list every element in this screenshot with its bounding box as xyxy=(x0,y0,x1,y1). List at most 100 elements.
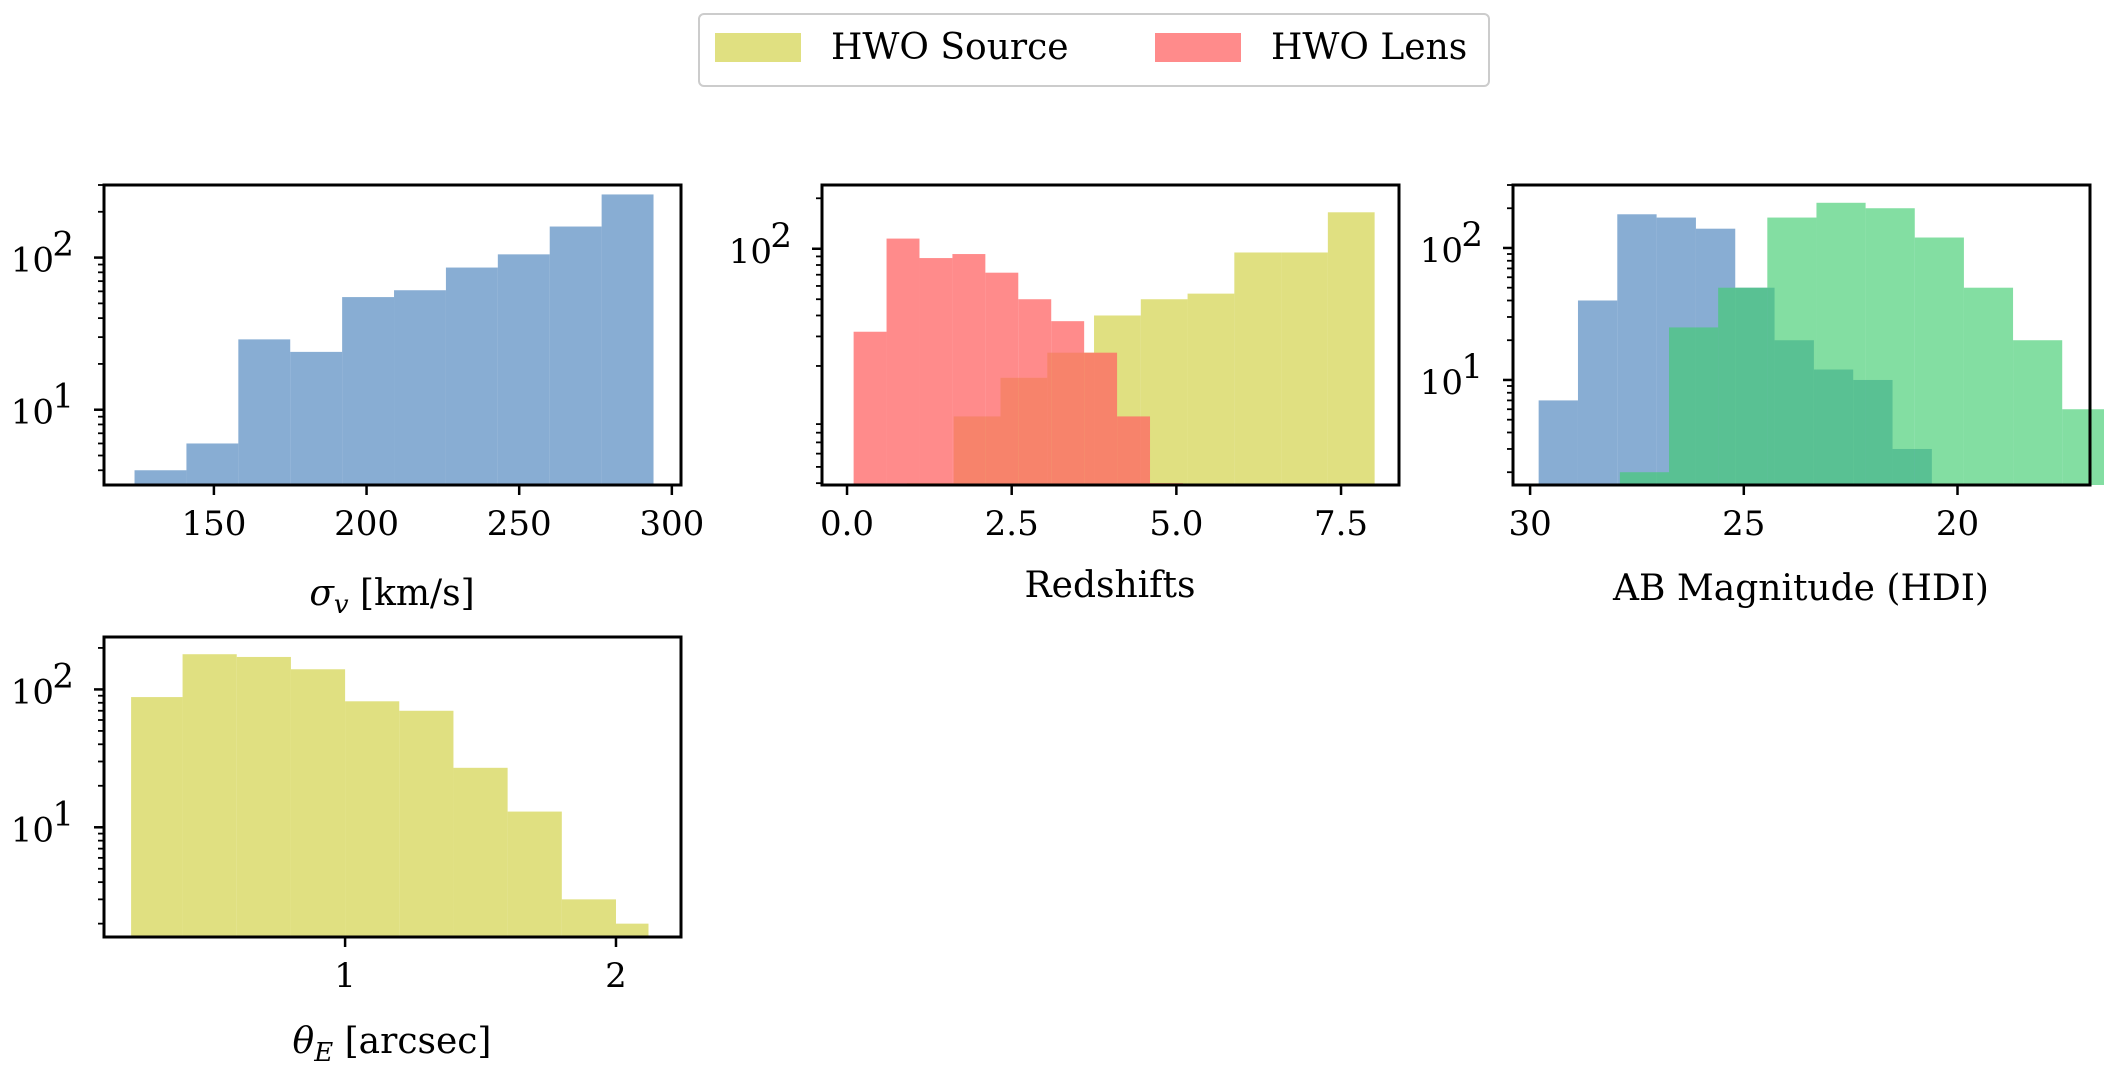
bar-theta-s0-0 xyxy=(131,697,183,937)
bar-theta-s0-9 xyxy=(615,923,649,937)
panel-redshift-xlabel: Redshifts xyxy=(1025,565,1196,606)
bar-magnitude-s1-4 xyxy=(1816,202,1866,485)
bar-theta-s0-8 xyxy=(561,899,616,937)
xtick-label-magnitude-1: 25 xyxy=(1722,504,1765,544)
ytick-exp-theta-1: 2 xyxy=(52,656,74,696)
bar-magnitude-s0-1 xyxy=(1577,300,1618,485)
bar-theta-s0-5 xyxy=(399,710,454,937)
bar-sigma-s0-2 xyxy=(238,339,291,485)
ytick-exp-sigma-0: 1 xyxy=(52,377,74,417)
legend-label-source: HWO Source xyxy=(831,27,1069,68)
bar-theta-s0-6 xyxy=(453,767,508,937)
bar-sigma-s0-7 xyxy=(497,254,550,485)
ytick-label-magnitude-1: 10 xyxy=(1420,231,1463,271)
bar-magnitude-s1-2 xyxy=(1718,287,1768,485)
bar-redshift-s1-1 xyxy=(886,238,920,485)
bar-magnitude-s0-0 xyxy=(1538,400,1578,485)
bar-magnitude-s1-5 xyxy=(1865,208,1915,486)
xtick-label-theta-1: 2 xyxy=(605,956,627,996)
bar-redshift-s1-0 xyxy=(853,331,887,485)
legend-label-lens: HWO Lens xyxy=(1271,27,1467,68)
xtick-label-magnitude-0: 30 xyxy=(1508,504,1551,544)
ytick-label-theta-1: 10 xyxy=(11,672,54,712)
bar-magnitude-s1-9 xyxy=(2062,409,2104,485)
ytick-exp-theta-0: 1 xyxy=(52,794,74,834)
bar-redshift-s1-5 xyxy=(1018,299,1052,485)
bar-theta-s0-4 xyxy=(345,701,400,937)
ytick-label-redshift-0: 10 xyxy=(729,232,772,272)
xtick-label-sigma-3: 300 xyxy=(639,504,704,544)
panel-sigma-v-xlabel: σv [km/s] xyxy=(309,573,474,620)
ytick-label-theta-0: 10 xyxy=(11,810,54,850)
bar-magnitude-s1-7 xyxy=(1963,287,2014,485)
xtick-label-magnitude-2: 20 xyxy=(1936,504,1979,544)
ytick-label-magnitude-0: 10 xyxy=(1420,363,1463,403)
bar-redshift-s0-7 xyxy=(1234,252,1282,485)
panel-theta-e-bars xyxy=(131,654,649,937)
bar-sigma-s0-5 xyxy=(394,290,446,485)
bar-redshift-s1-4 xyxy=(985,272,1019,485)
bar-sigma-s0-4 xyxy=(342,297,395,485)
bar-theta-s0-1 xyxy=(182,654,237,937)
bar-redshift-s1-8 xyxy=(1117,416,1151,485)
xtick-label-theta-0: 1 xyxy=(334,956,356,996)
bar-theta-s0-2 xyxy=(236,656,291,937)
panel-sigma-v-frame xyxy=(102,183,683,487)
xtick-label-sigma-1: 200 xyxy=(334,504,399,544)
xtick-label-sigma-0: 150 xyxy=(181,504,246,544)
bar-magnitude-s1-0 xyxy=(1619,472,1669,485)
bar-redshift-s1-2 xyxy=(919,258,953,485)
bar-magnitude-s1-3 xyxy=(1767,217,1817,485)
panel-magnitude-xlabel: AB Magnitude (HDI) xyxy=(1612,568,1989,609)
ytick-label-sigma-1: 10 xyxy=(11,241,54,281)
bar-redshift-s0-6 xyxy=(1187,293,1235,485)
bar-redshift-s1-7 xyxy=(1084,352,1118,485)
panel-theta-e-frame xyxy=(102,635,683,939)
panel-redshift-frame xyxy=(820,183,1401,487)
bar-magnitude-s1-1 xyxy=(1669,327,1719,485)
legend-frame xyxy=(698,13,1490,87)
xtick-label-sigma-2: 250 xyxy=(487,504,552,544)
bar-redshift-s0-8 xyxy=(1281,252,1328,485)
bar-theta-s0-7 xyxy=(507,811,562,937)
bar-sigma-s0-3 xyxy=(290,351,343,485)
panel-redshift: 0.0 2.5 5.0 7.5 102 Redshifts xyxy=(729,183,1401,606)
legend-swatch-lens xyxy=(1155,33,1241,62)
bar-magnitude-s0-2 xyxy=(1617,214,1657,485)
bar-magnitude-s1-8 xyxy=(2013,340,2063,485)
bar-magnitude-s1-6 xyxy=(1914,237,1964,485)
panel-theta-e-xlabel: θE [arcsec] xyxy=(293,1021,492,1068)
panel-sigma-v-bars xyxy=(134,194,654,485)
panel-redshift-bars xyxy=(853,212,1375,486)
panel-magnitude-frame xyxy=(1511,183,2092,487)
xtick-label-redshift-3: 7.5 xyxy=(1314,504,1368,544)
ytick-exp-redshift-0: 2 xyxy=(770,216,792,256)
ytick-exp-magnitude-0: 1 xyxy=(1461,347,1483,387)
ytick-exp-magnitude-1: 2 xyxy=(1461,215,1483,255)
xtick-label-redshift-2: 5.0 xyxy=(1149,504,1203,544)
legend-swatch-source xyxy=(715,33,801,62)
bar-sigma-s0-1 xyxy=(186,443,239,485)
ytick-label-sigma-0: 10 xyxy=(11,393,54,433)
bar-redshift-s1-3 xyxy=(952,254,986,485)
bar-sigma-s0-8 xyxy=(549,226,602,485)
xtick-label-redshift-0: 0.0 xyxy=(820,504,874,544)
panel-magnitude-bars xyxy=(1538,202,2104,486)
ytick-exp-sigma-1: 2 xyxy=(52,225,74,265)
bar-sigma-s0-9 xyxy=(601,194,654,485)
panel-redshift-ticks: 0.0 2.5 5.0 7.5 102 xyxy=(729,197,1368,544)
bar-redshift-s0-9 xyxy=(1327,212,1375,486)
bar-sigma-s0-6 xyxy=(445,267,498,485)
bar-redshift-s1-6 xyxy=(1051,321,1085,485)
legend: HWO Source HWO Lens xyxy=(698,13,1490,87)
bar-sigma-s0-0 xyxy=(134,470,187,485)
bar-theta-s0-3 xyxy=(290,669,346,937)
xtick-label-redshift-1: 2.5 xyxy=(985,504,1039,544)
